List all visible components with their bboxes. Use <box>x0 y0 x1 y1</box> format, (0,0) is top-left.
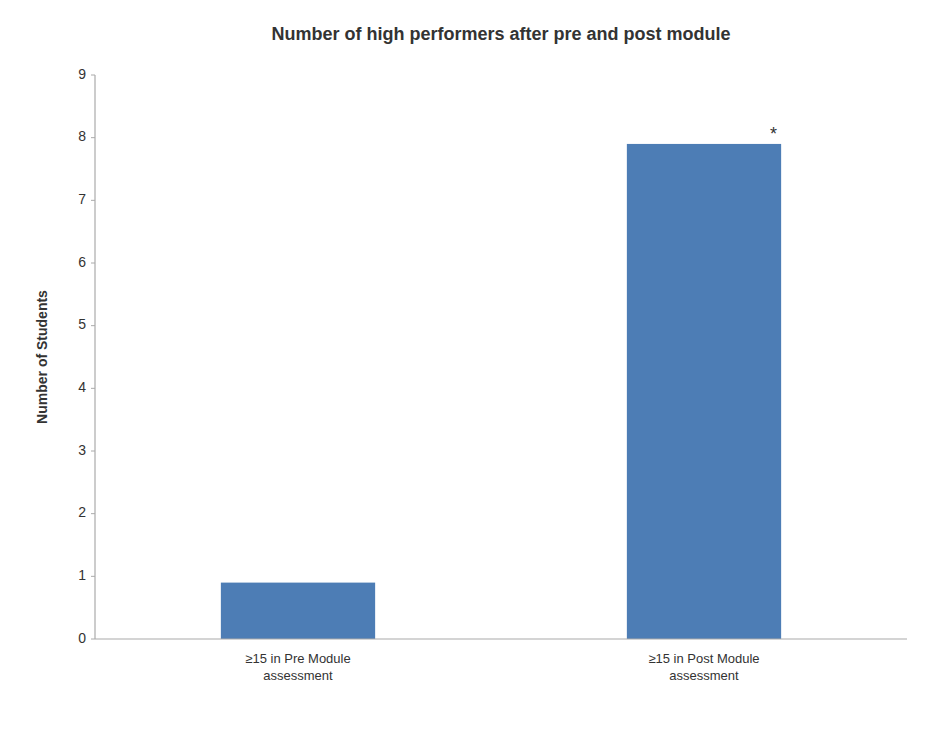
tick-label: ≥15 in Pre Moduleassessment <box>245 651 350 683</box>
tick-label: ≥15 in Post Moduleassessment <box>648 651 759 683</box>
annotation: * <box>770 124 777 144</box>
chart: 0123456789≥15 in Pre Moduleassessment≥15… <box>0 0 942 734</box>
tick <box>91 137 95 138</box>
tick-label: 5 <box>78 316 86 332</box>
tick-label: 7 <box>78 191 86 207</box>
tick-label: 2 <box>78 504 86 520</box>
tick <box>91 263 95 264</box>
bars <box>221 144 781 639</box>
tick-label: 8 <box>78 128 86 144</box>
tick-label: 1 <box>78 567 86 583</box>
tick <box>91 75 95 76</box>
y-axis-label: Number of Students <box>34 290 50 424</box>
tick <box>91 451 95 452</box>
tick <box>91 576 95 577</box>
chart-container: 0123456789≥15 in Pre Moduleassessment≥15… <box>0 0 942 734</box>
tick <box>91 388 95 389</box>
tick-label: 9 <box>78 66 86 82</box>
tick-label: 4 <box>78 379 86 395</box>
axis-line <box>95 638 907 639</box>
title: Number of high performers after pre and … <box>271 24 730 44</box>
bar <box>627 144 781 639</box>
tick <box>91 639 95 640</box>
tick-label: 3 <box>78 442 86 458</box>
tick <box>91 325 95 326</box>
y-axis: 0 1 2 3 4 5 6 7 8 9 <box>78 66 95 646</box>
bar <box>221 583 375 639</box>
x-axis: ≥15 in Pre Moduleassessment ≥15 in Post M… <box>95 639 907 683</box>
tick-label: 0 <box>78 630 86 646</box>
tick <box>91 513 95 514</box>
axis-line <box>94 75 95 639</box>
tick <box>91 200 95 201</box>
tick-label: 6 <box>78 254 86 270</box>
